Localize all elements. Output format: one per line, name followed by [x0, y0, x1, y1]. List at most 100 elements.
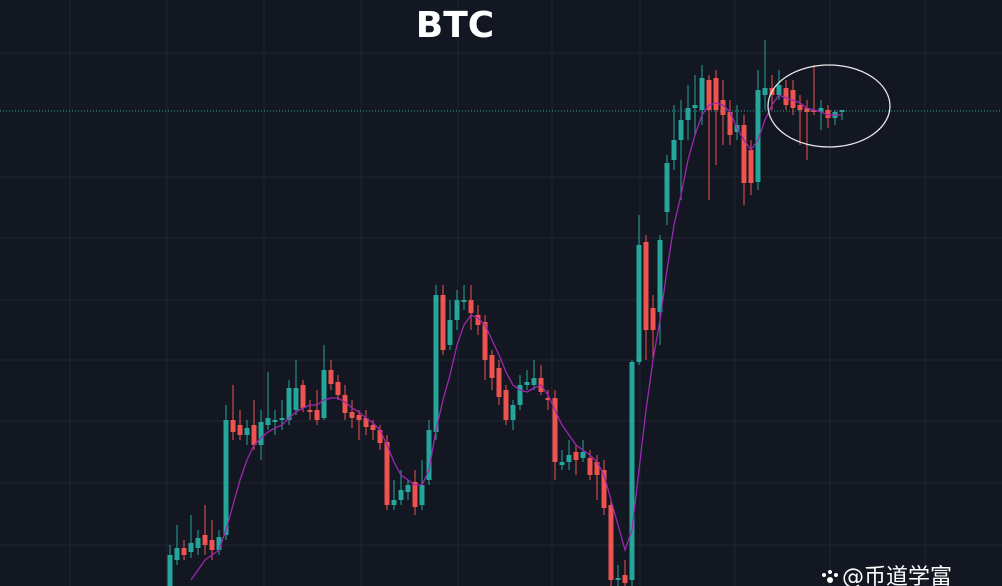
- candle-body: [391, 500, 397, 505]
- candle-body: [636, 245, 642, 362]
- moving-average: [190, 94, 842, 581]
- candle-body: [552, 398, 558, 462]
- chart-title: BTC: [416, 5, 494, 46]
- candle-body: [776, 85, 782, 95]
- candle-body: [272, 420, 278, 422]
- candle-body: [580, 452, 586, 458]
- candle-body: [398, 490, 404, 500]
- candle-body: [503, 390, 509, 420]
- candle-body: [741, 125, 747, 183]
- candle-body: [314, 410, 320, 420]
- candle-body: [426, 430, 432, 480]
- candle-body: [482, 322, 488, 360]
- candle-body: [755, 90, 761, 182]
- candle-body: [713, 78, 719, 110]
- candle-body: [174, 548, 180, 560]
- candle-body: [839, 110, 845, 112]
- plot-area: [0, 40, 1002, 586]
- candle-body: [608, 505, 614, 580]
- candle-body: [454, 300, 460, 320]
- candle-body: [349, 412, 355, 418]
- candle-body: [265, 418, 271, 425]
- candle-body: [706, 80, 712, 110]
- candle-body: [566, 455, 572, 462]
- candle-body: [699, 78, 705, 110]
- candle-body: [587, 458, 593, 475]
- candle-body: [559, 462, 565, 465]
- candle-body: [510, 405, 516, 420]
- candle-body: [804, 108, 810, 112]
- candle-body: [181, 548, 187, 555]
- candle-body: [573, 452, 579, 460]
- candle-body: [384, 442, 390, 505]
- highlight-ellipse: [767, 64, 891, 148]
- candle-body: [475, 315, 481, 325]
- candle-body: [685, 108, 691, 120]
- candle-body: [468, 300, 474, 313]
- candle-body: [216, 537, 222, 550]
- candle-body: [195, 538, 201, 548]
- candle-body: [230, 420, 236, 432]
- candle-body: [643, 242, 649, 330]
- candle-body: [363, 418, 369, 427]
- candle-body: [664, 163, 670, 212]
- candle-body: [678, 120, 684, 140]
- candle-body: [720, 100, 726, 115]
- candle-body: [370, 425, 376, 430]
- candle-body: [202, 535, 208, 545]
- candle-body: [489, 355, 495, 378]
- candle-body: [797, 105, 803, 110]
- candle-body: [300, 385, 306, 408]
- candle-body: [237, 425, 243, 435]
- watermark-icon: [822, 570, 838, 583]
- candle-body: [545, 398, 551, 400]
- candle-body: [258, 422, 264, 445]
- candle-body: [321, 370, 327, 418]
- candle-body: [328, 370, 334, 384]
- candle-body: [419, 485, 425, 505]
- candle-body: [524, 382, 530, 385]
- candle-body: [377, 430, 383, 443]
- candle-body: [405, 485, 411, 492]
- candle-body: [433, 295, 439, 432]
- candle-body: [727, 112, 733, 135]
- candle-body: [279, 418, 285, 420]
- watermark: @币道学富: [842, 565, 952, 586]
- candle-body: [335, 382, 341, 395]
- candle-body: [811, 110, 817, 112]
- candle-body: [244, 428, 250, 435]
- candle-body: [615, 578, 621, 580]
- candle-body: [356, 415, 362, 420]
- candle-body: [825, 110, 831, 118]
- candle-body: [342, 395, 348, 413]
- candle-body: [531, 378, 537, 385]
- candle-body: [748, 150, 754, 183]
- candle-body: [440, 295, 446, 350]
- candle-body: [657, 240, 663, 312]
- candle-body: [783, 88, 789, 105]
- candle-body: [286, 388, 292, 420]
- candle-body: [412, 482, 418, 507]
- candle-body: [629, 362, 635, 580]
- candle-body: [594, 462, 600, 475]
- candle-body: [622, 575, 628, 583]
- candle-body: [496, 368, 502, 397]
- candle-body: [293, 388, 299, 410]
- candle-body: [223, 420, 229, 535]
- candle-body: [762, 88, 768, 95]
- candle-body: [461, 300, 467, 302]
- candle-body: [818, 108, 824, 112]
- candle-body: [188, 543, 194, 552]
- candle-body: [671, 140, 677, 160]
- candle-body: [692, 105, 698, 108]
- candle-body: [517, 385, 523, 405]
- candle-body: [167, 555, 173, 586]
- candle-body: [209, 540, 215, 550]
- candle-body: [251, 425, 257, 445]
- candle-body: [790, 90, 796, 108]
- candle-body: [601, 470, 607, 508]
